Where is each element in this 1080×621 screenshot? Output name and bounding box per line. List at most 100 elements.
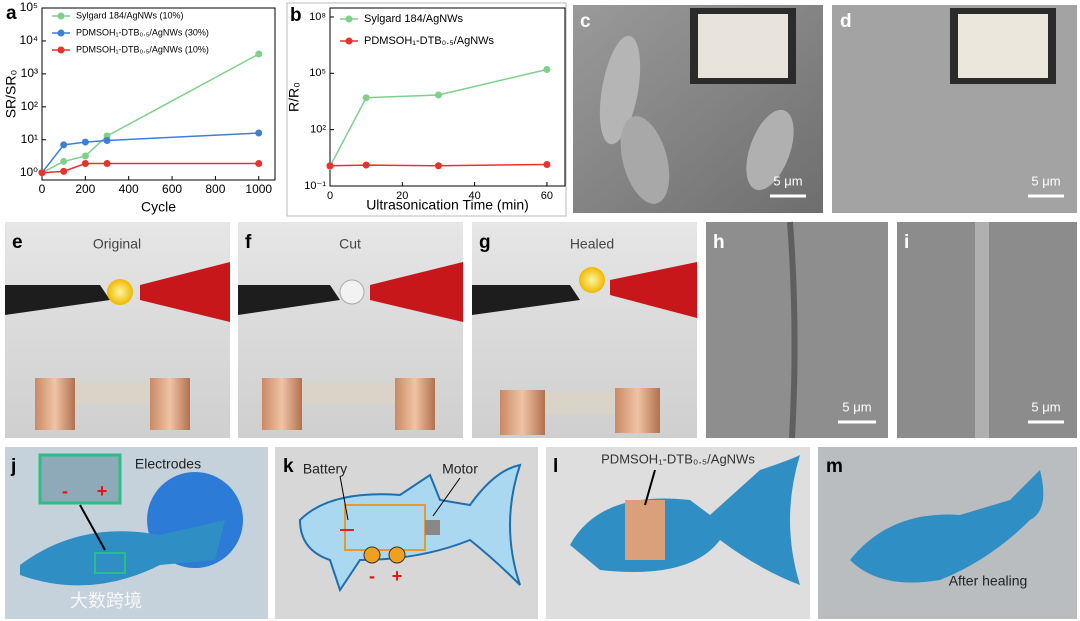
photo xyxy=(472,222,697,438)
y-tick-label: 10¹ xyxy=(21,132,38,146)
legend-label: Sylgard 184/AgNWs xyxy=(364,13,464,25)
panel-label: d xyxy=(840,11,852,32)
photo xyxy=(546,447,810,619)
series-line xyxy=(41,162,259,174)
label: - xyxy=(62,481,68,501)
label: PDMSOH₁-DTB₀.₅/AgNWs xyxy=(601,451,755,466)
x-tick-label: 600 xyxy=(162,182,182,196)
series-line xyxy=(41,53,260,174)
x-axis-label: Cycle xyxy=(141,199,176,215)
data-point xyxy=(255,50,263,58)
x-tick-label: 800 xyxy=(205,182,225,196)
series-line xyxy=(329,163,547,167)
data-point xyxy=(326,162,334,170)
panel-label: i xyxy=(904,232,909,253)
x-axis-label: Ultrasonication Time (min) xyxy=(366,197,529,213)
panel-label: e xyxy=(12,232,23,253)
scale-bar-label: 5 μm xyxy=(842,399,871,414)
sem-image xyxy=(832,5,1077,213)
data-point xyxy=(434,91,442,99)
photo xyxy=(5,447,268,619)
panel-label: c xyxy=(580,11,591,32)
data-point xyxy=(434,162,442,170)
caption: Healed xyxy=(570,236,614,252)
label: - xyxy=(369,566,375,586)
legend-label: PDMSOH₁-DTB₀.₅/AgNWs (30%) xyxy=(76,27,209,37)
label: Electrodes xyxy=(135,456,201,472)
legend-marker xyxy=(345,15,353,23)
caption: Cut xyxy=(339,236,361,252)
panel-label: a xyxy=(6,3,17,24)
y-tick-label: 10⁻¹ xyxy=(304,180,326,192)
y-tick-label: 10⁵ xyxy=(20,0,38,14)
x-tick-label: 200 xyxy=(75,182,95,196)
legend-label: PDMSOH₁-DTB₀.₅/AgNWs (10%) xyxy=(76,44,209,54)
y-tick-label: 10⁰ xyxy=(20,165,38,179)
data-point xyxy=(60,157,68,165)
x-tick-label: 0 xyxy=(327,190,333,202)
panel-label: j xyxy=(10,456,16,477)
data-point xyxy=(81,152,89,160)
y-tick-label: 10² xyxy=(21,99,38,113)
data-point xyxy=(543,65,551,73)
sem-image xyxy=(897,222,1077,438)
panel-frame xyxy=(286,2,567,217)
photo xyxy=(818,447,1077,619)
series-line xyxy=(329,68,548,167)
watermark: 大数跨境 xyxy=(70,591,142,611)
data-point xyxy=(81,160,89,168)
scale-bar-label: 5 μm xyxy=(1031,173,1060,188)
legend-marker xyxy=(57,29,65,37)
data-point xyxy=(60,141,68,149)
y-tick-label: 10³ xyxy=(21,66,38,80)
sem-image xyxy=(573,5,823,213)
x-tick-label: 40 xyxy=(468,190,480,202)
label: + xyxy=(97,481,108,501)
data-point xyxy=(103,160,111,168)
label: Battery xyxy=(303,461,347,477)
data-point xyxy=(362,161,370,169)
photo xyxy=(5,222,230,438)
sem-image xyxy=(706,221,888,439)
caption: Original xyxy=(93,236,141,252)
panel-label: m xyxy=(826,456,843,477)
panel-label: h xyxy=(713,232,725,253)
data-point xyxy=(255,129,263,137)
data-point xyxy=(255,160,263,168)
data-point xyxy=(362,94,370,102)
data-point xyxy=(81,138,89,146)
panel-label: k xyxy=(283,456,294,477)
photo xyxy=(238,222,463,438)
y-axis-label: R/R₀ xyxy=(286,82,302,112)
panel-label: b xyxy=(290,5,302,26)
legend-marker xyxy=(57,12,65,20)
label: + xyxy=(392,566,403,586)
y-tick-label: 10⁴ xyxy=(19,33,38,47)
plot-frame xyxy=(41,7,276,181)
data-point xyxy=(103,136,111,144)
panel-label: g xyxy=(479,232,491,253)
plot-frame xyxy=(329,7,566,187)
legend-marker xyxy=(345,37,353,45)
scale-bar-label: 5 μm xyxy=(773,173,802,188)
legend-label: Sylgard 184/AgNWs (10%) xyxy=(76,10,184,20)
data-point xyxy=(38,169,46,177)
y-axis-label: SR/SR₀ xyxy=(3,70,19,119)
panel-label: l xyxy=(553,456,558,477)
x-tick-label: 400 xyxy=(119,182,139,196)
scale-bar-label: 5 μm xyxy=(1031,399,1060,414)
data-point xyxy=(60,167,68,175)
label: After healing xyxy=(949,573,1028,589)
panel-label: f xyxy=(245,232,252,253)
x-tick-label: 1000 xyxy=(245,182,272,196)
label: Motor xyxy=(442,461,478,477)
y-tick-label: 10⁸ xyxy=(309,11,326,23)
y-tick-label: 10⁵ xyxy=(309,67,326,79)
legend-label: PDMSOH₁-DTB₀.₅/AgNWs xyxy=(364,35,495,47)
x-tick-label: 0 xyxy=(39,182,46,196)
diagram xyxy=(275,447,538,619)
legend-marker xyxy=(57,46,65,54)
data-point xyxy=(543,160,551,168)
x-tick-label: 20 xyxy=(396,190,408,202)
